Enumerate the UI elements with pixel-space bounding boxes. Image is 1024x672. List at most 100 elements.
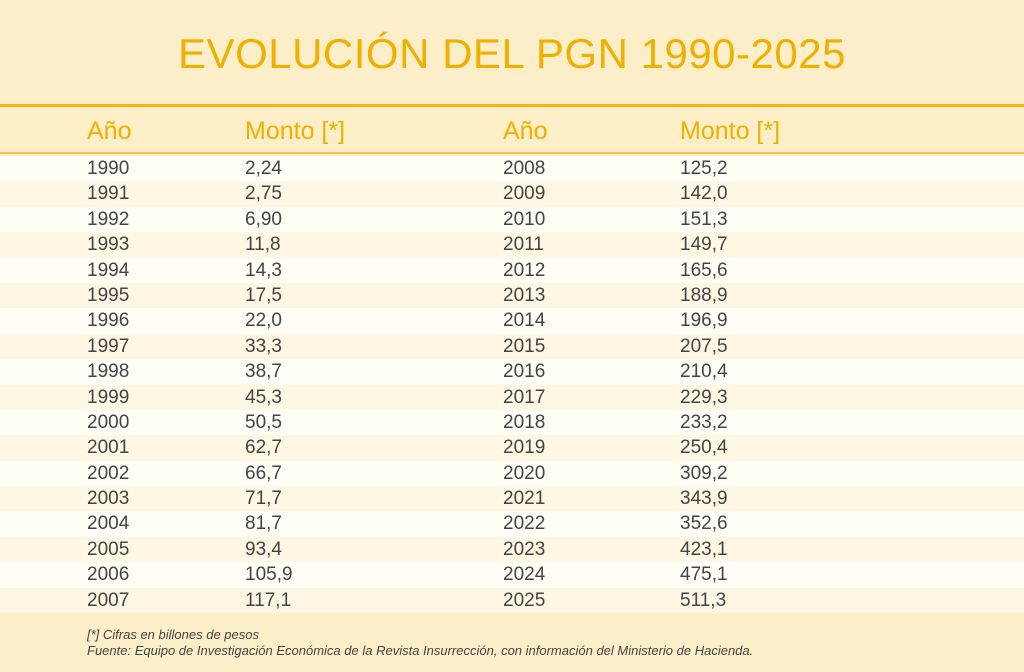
table-row: 2007 117,1 2025 511,3 [0,587,1024,614]
amount-cell: 142,0 [680,183,728,205]
table-row: 1999 45,3 2017 229,3 [0,384,1024,410]
year-cell: 1994 [87,259,130,281]
amount-cell: 343,9 [680,488,728,510]
amount-cell: 188,9 [680,284,728,306]
header-amount-right: Monto [*] [680,117,781,145]
amount-cell: 117,1 [245,589,292,611]
header-amount-left: Monto [*] [245,117,346,145]
year-cell: 2023 [503,538,546,560]
amount-cell: 6,90 [245,208,282,230]
year-cell: 2019 [503,437,546,459]
amount-cell: 423,1 [680,538,728,560]
year-cell: 2020 [503,462,546,484]
table-row: 2004 81,7 2022 352,6 [0,511,1024,537]
amount-cell: 2,24 [245,158,282,179]
amount-cell: 81,7 [245,513,282,535]
amount-cell: 309,2 [680,462,728,484]
amount-cell: 2,75 [245,183,282,205]
table-row: 1994 14,3 2012 165,6 [0,257,1024,283]
amount-cell: 352,6 [680,513,728,535]
year-cell: 2006 [87,564,130,586]
header-year-right: Año [503,117,548,145]
year-cell: 2016 [503,361,546,383]
year-cell: 1999 [87,386,130,408]
table-row: 1997 33,3 2015 207,5 [0,333,1024,360]
year-cell: 2011 [503,234,544,256]
year-cell: 2003 [87,488,130,510]
year-cell: 2010 [503,208,546,230]
table-body: 1990 2,24 2008 125,2 1991 2,75 2009 142,0 1992 6,… [0,156,1024,614]
amount-cell: 66,7 [245,462,282,484]
year-cell: 2017 [503,386,546,408]
amount-cell: 475,1 [680,564,728,586]
year-cell: 2012 [503,259,546,281]
year-cell: 1993 [87,234,130,256]
page-title: EVOLUCIÓN DEL PGN 1990-2025 [178,30,846,77]
table-row: 2002 66,7 2020 309,2 [0,460,1024,487]
table-row: 1995 17,5 2013 188,9 [0,282,1024,309]
amount-cell: 11,8 [245,234,281,256]
year-cell: 2025 [503,589,546,611]
year-cell: 2004 [87,513,130,535]
year-cell: 2015 [503,335,546,357]
table-row: 1998 38,7 2016 210,4 [0,359,1024,385]
amount-cell: 33,3 [245,335,282,357]
amount-cell: 233,2 [680,411,728,433]
year-cell: 1991 [87,183,130,205]
year-cell: 2001 [87,437,130,459]
year-cell: 1998 [87,361,130,383]
amount-cell: 50,5 [245,411,282,433]
notes: [*] Cifras en billones de pesos Fuente: … [87,627,753,659]
amount-cell: 93,4 [245,538,282,560]
year-cell: 1995 [87,284,130,306]
header-year-left: Año [87,117,132,145]
table-row: 1993 11,8 2011 149,7 [0,232,1024,258]
year-cell: 2000 [87,411,130,433]
amount-cell: 165,6 [680,259,728,281]
year-cell: 2013 [503,284,546,306]
table-row: 1996 22,0 2014 196,9 [0,308,1024,334]
amount-cell: 14,3 [245,259,282,281]
amount-cell: 38,7 [245,361,282,383]
amount-cell: 250,4 [680,437,728,459]
year-cell: 2005 [87,538,130,560]
amount-cell: 229,3 [680,386,728,408]
table-row: 1990 2,24 2008 125,2 [0,156,1024,182]
amount-cell: 105,9 [245,564,293,586]
amount-cell: 22,0 [245,310,282,332]
year-cell: 1992 [87,208,130,230]
table-row: 2006 105,9 2024 475,1 [0,562,1024,588]
table-row: 2000 50,5 2018 233,2 [0,409,1024,436]
amount-cell: 196,9 [680,310,728,332]
table-row: 1992 6,90 2010 151,3 [0,206,1024,233]
year-cell: 2008 [503,158,546,179]
amount-cell: 125,2 [680,158,728,179]
table-header: Año Monto [*] Año Monto [*] [0,107,1024,154]
amount-cell: 151,3 [680,208,728,230]
amount-cell: 511,3 [680,589,727,611]
year-cell: 1990 [87,158,130,179]
amount-cell: 17,5 [245,284,282,306]
amount-cell: 62,7 [245,437,282,459]
divider [0,104,1024,107]
amount-cell: 210,4 [680,361,728,383]
year-cell: 2002 [87,462,130,484]
year-cell: 2018 [503,411,546,433]
footnote: [*] Cifras en billones de pesos [87,627,259,642]
year-cell: 1996 [87,310,130,332]
year-cell: 2021 [503,488,546,510]
table-row: 2001 62,7 2019 250,4 [0,435,1024,461]
year-cell: 2024 [503,564,546,586]
source-note: Fuente: Equipo de Investigación Económic… [87,643,754,658]
table-row: 2005 93,4 2023 423,1 [0,536,1024,563]
table-row: 2003 71,7 2021 343,9 [0,486,1024,512]
year-cell: 1997 [87,335,130,357]
year-cell: 2007 [87,589,130,611]
amount-cell: 207,5 [680,335,728,357]
amount-cell: 45,3 [245,386,282,408]
year-cell: 2014 [503,310,546,332]
year-cell: 2022 [503,513,546,535]
year-cell: 2009 [503,183,546,205]
table-row: 1991 2,75 2009 142,0 [0,181,1024,207]
amount-cell: 71,7 [245,488,282,510]
